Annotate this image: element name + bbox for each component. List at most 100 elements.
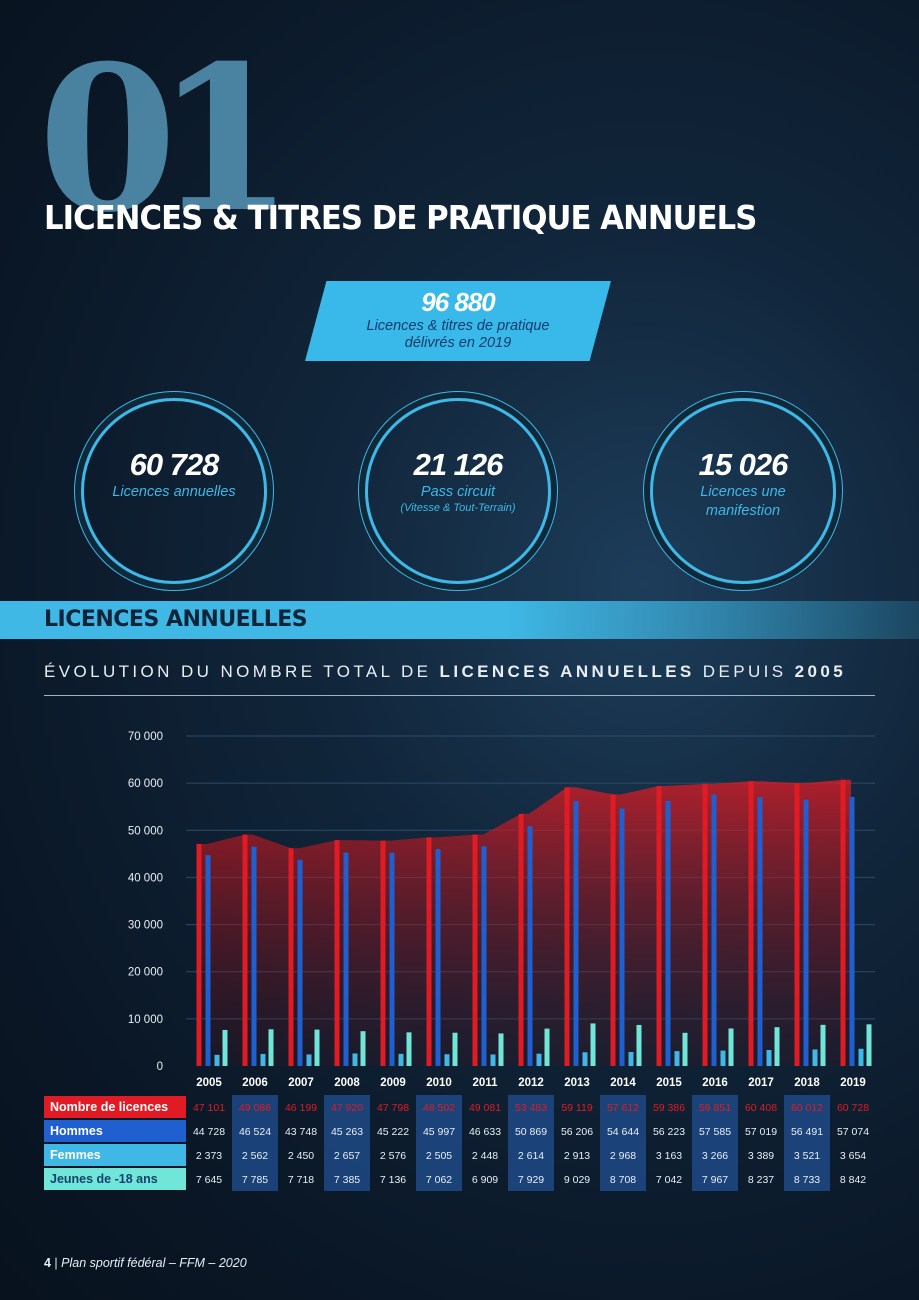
table-cell-value: 7 967 [702, 1174, 728, 1186]
legend-row-label-bg [44, 1120, 186, 1142]
bar-jeunes-de-18-ans [774, 1027, 780, 1066]
x-tick-label: 2019 [840, 1077, 866, 1089]
bar-femmes [490, 1054, 496, 1066]
bar-jeunes-de-18-ans [314, 1029, 320, 1066]
bar-hommes [251, 846, 257, 1066]
x-tick-label: 2005 [196, 1077, 222, 1089]
bar-jeunes-de-18-ans [636, 1024, 642, 1066]
bar-nombre-de-licences [334, 840, 340, 1066]
bar-nombre-de-licences [472, 834, 478, 1066]
bar-femmes [398, 1053, 404, 1066]
subtitle-part: DEPUIS [694, 662, 795, 681]
bar-femmes [536, 1053, 542, 1066]
table-cell-value: 2 373 [196, 1150, 222, 1162]
chapter-number: 01 [38, 22, 294, 257]
stat-label: Licences annuelles [112, 484, 236, 500]
bar-nombre-de-licences [426, 837, 432, 1066]
table-cell-value: 60 012 [791, 1102, 823, 1114]
table-cell-value: 7 062 [426, 1174, 452, 1186]
x-tick-label: 2014 [610, 1077, 636, 1089]
x-tick-label: 2016 [702, 1077, 728, 1089]
total-number: 96 880 [421, 287, 496, 317]
bar-nombre-de-licences [242, 834, 248, 1066]
table-cell-value: 8 237 [748, 1174, 774, 1186]
table-cell-value: 2 968 [610, 1150, 636, 1162]
bar-femmes [352, 1053, 358, 1066]
total-label-line2: délivrés en 2019 [404, 335, 512, 351]
x-tick-label: 2007 [288, 1077, 314, 1089]
section-header: LICENCES ANNUELLES [0, 601, 919, 639]
y-tick-label: 20 000 [128, 967, 163, 979]
divider [44, 695, 875, 696]
stat-circle-pass: 21 126 Pass circuit (Vitesse & Tout-Terr… [365, 398, 551, 584]
subtitle-part: ÉVOLUTION DU NOMBRE TOTAL DE [44, 662, 440, 681]
table-col-shade [416, 1095, 462, 1191]
table-cell-value: 50 869 [515, 1126, 547, 1138]
y-tick-label: 60 000 [128, 778, 163, 790]
bar-jeunes-de-18-ans [866, 1024, 872, 1066]
table-cell-value: 49 081 [469, 1102, 501, 1114]
bar-femmes [214, 1054, 220, 1066]
legend-row-label: Hommes [50, 1124, 103, 1138]
x-tick-label: 2006 [242, 1077, 268, 1089]
table-cell-value: 43 748 [285, 1126, 317, 1138]
table-cell-value: 46 524 [239, 1126, 271, 1138]
bar-nombre-de-licences [564, 787, 570, 1066]
table-cell-value: 48 502 [423, 1102, 455, 1114]
bar-femmes [444, 1054, 450, 1066]
chart-subtitle: ÉVOLUTION DU NOMBRE TOTAL DE LICENCES AN… [44, 662, 846, 682]
table-cell-value: 2 505 [426, 1150, 452, 1162]
table-cell-value: 47 920 [331, 1102, 363, 1114]
x-tick-label: 2012 [518, 1077, 544, 1089]
bar-jeunes-de-18-ans [360, 1031, 366, 1066]
table-cell-value: 56 223 [653, 1126, 685, 1138]
page-title: LICENCES & TITRES DE PRATIQUE ANNUELS [44, 198, 757, 237]
bar-nombre-de-licences [748, 781, 754, 1066]
table-cell-value: 57 585 [699, 1126, 731, 1138]
bar-femmes [582, 1052, 588, 1066]
legend-row-label-bg [44, 1096, 186, 1118]
bar-femmes [674, 1051, 680, 1066]
bar-hommes [803, 799, 809, 1066]
bar-nombre-de-licences [196, 843, 202, 1066]
bar-jeunes-de-18-ans [406, 1032, 412, 1066]
bar-jeunes-de-18-ans [590, 1023, 596, 1066]
bar-hommes [619, 808, 625, 1066]
bar-jeunes-de-18-ans [222, 1029, 228, 1066]
bar-femmes [720, 1050, 726, 1066]
table-cell-value: 57 074 [837, 1126, 869, 1138]
stat-number: 15 026 [698, 447, 789, 482]
bar-hommes [297, 859, 303, 1066]
bar-femmes [628, 1052, 634, 1066]
y-tick-label: 70 000 [128, 731, 163, 743]
total-banner: 96 880 Licences & titres de pratique dél… [305, 281, 611, 361]
x-tick-label: 2008 [334, 1077, 360, 1089]
table-cell-value: 59 851 [699, 1102, 731, 1114]
table-cell-value: 47 101 [193, 1102, 225, 1114]
page-number: 4 [44, 1256, 51, 1270]
table-cell-value: 2 614 [518, 1150, 544, 1162]
bar-hommes [849, 796, 855, 1066]
footer-text: Plan sportif fédéral – FFM – 2020 [61, 1256, 247, 1270]
bar-nombre-de-licences [288, 848, 294, 1066]
stat-number: 21 126 [413, 447, 504, 482]
table-cell-value: 6 909 [472, 1174, 498, 1186]
table-cell-value: 2 450 [288, 1150, 314, 1162]
bar-hommes [711, 794, 717, 1066]
bar-nombre-de-licences [840, 779, 846, 1066]
table-col-shade [784, 1095, 830, 1191]
bar-jeunes-de-18-ans [544, 1028, 550, 1066]
table-cell-value: 7 718 [288, 1174, 314, 1186]
bar-nombre-de-licences [380, 840, 386, 1066]
table-cell-value: 7 929 [518, 1174, 544, 1186]
table-cell-value: 60 408 [745, 1102, 777, 1114]
table-cell-value: 2 657 [334, 1150, 360, 1162]
bar-jeunes-de-18-ans [820, 1024, 826, 1066]
stat-number: 60 728 [129, 447, 220, 482]
table-col-shade [692, 1095, 738, 1191]
table-cell-value: 49 086 [239, 1102, 271, 1114]
subtitle-year: 2005 [794, 662, 847, 681]
x-tick-label: 2010 [426, 1077, 452, 1089]
table-cell-value: 54 644 [607, 1126, 639, 1138]
table-cell-value: 57 019 [745, 1126, 777, 1138]
